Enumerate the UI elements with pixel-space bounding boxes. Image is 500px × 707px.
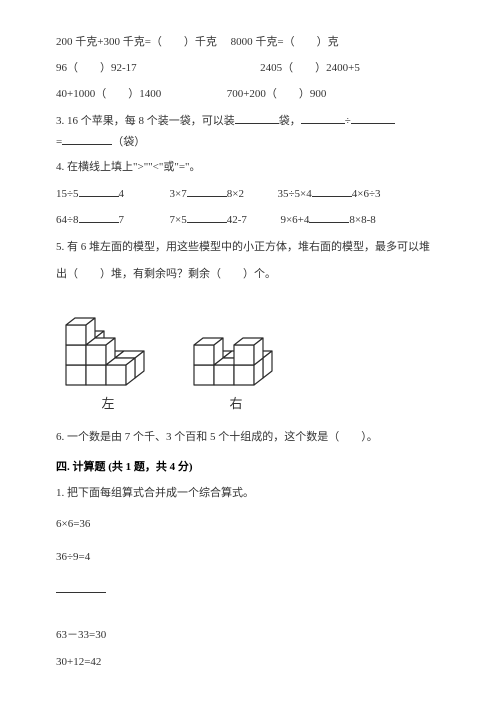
- q4-l2: 64÷8 7 7×5 42-7 9×6+4 8×8-8: [56, 210, 452, 231]
- q4-l2a-pre: 64÷8: [56, 214, 79, 226]
- blank: [187, 213, 227, 223]
- q4-l1b-pre: 3×7: [170, 188, 187, 200]
- q4-l1: 15÷5 4 3×7 8×2 35÷5×4 4×6÷3: [56, 184, 452, 205]
- q4-l1c-post: 4×6÷3: [352, 188, 381, 200]
- q3-mid3: （袋）: [112, 136, 145, 148]
- q2-l3b: 700+200（ ）900: [227, 88, 327, 100]
- q4-l2c-pre: 9×6+4: [280, 214, 309, 226]
- cubes-left-svg: [62, 299, 154, 389]
- q2-line1: 200 千克+300 千克=（ ）千克 8000 千克=（ ）克: [56, 32, 452, 53]
- cubes-left: 左: [62, 299, 154, 417]
- blank: [79, 187, 119, 197]
- q4-l1a-post: 4: [119, 188, 125, 200]
- blank: [79, 213, 119, 223]
- cubes-right-svg: [190, 325, 282, 389]
- q5-l2: 出（ ）堆，有剩余吗？剩余（ ）个。: [56, 264, 452, 285]
- cubes-right: 右: [190, 325, 282, 417]
- q4-l2a-post: 7: [119, 214, 125, 226]
- q2-l1a: 200 千克+300 千克=（ ）千克: [56, 36, 217, 48]
- s4-q1: 1. 把下面每组算式合并成一个综合算式。: [56, 483, 452, 504]
- q4-l1c-pre: 35÷5×4: [277, 188, 311, 200]
- q4: 4. 在横线上填上">""<"或"="。: [56, 157, 452, 178]
- blank: [235, 114, 279, 124]
- blank: [62, 135, 112, 145]
- q4-l2c-post: 8×8-8: [349, 214, 375, 226]
- calc-blank1: [56, 580, 452, 601]
- calc2: 36÷9=4: [56, 547, 452, 568]
- q4-l2b-pre: 7×5: [170, 214, 187, 226]
- q3-mid1: 袋，: [279, 115, 301, 127]
- q6: 6. 一个数是由 7 个千、3 个百和 5 个十组成的，这个数是（ ）。: [56, 427, 452, 448]
- blank: [187, 187, 227, 197]
- section4-title: 四. 计算题 (共 1 题，共 4 分): [56, 457, 452, 478]
- q3: 3. 16 个苹果，每 8 个装一袋，可以装袋，÷ =（袋）: [56, 111, 452, 153]
- q4-l2b-post: 42-7: [227, 214, 247, 226]
- calc3: 63－33=30: [56, 625, 452, 646]
- q4-l1b-post: 8×2: [227, 188, 244, 200]
- blank: [312, 187, 352, 197]
- q2-l2b: 2405（ ）2400+5: [260, 62, 360, 74]
- calc1: 6×6=36: [56, 514, 452, 535]
- calc4: 30+12=42: [56, 652, 452, 673]
- q2-line2: 96（ ）92-17 2405（ ）2400+5: [56, 58, 452, 79]
- blank: [56, 583, 106, 593]
- caption-right: 右: [190, 392, 282, 417]
- q2-line3: 40+1000（ ）1400 700+200（ ）900: [56, 84, 452, 105]
- blank: [309, 213, 349, 223]
- q3-pre: 3. 16 个苹果，每 8 个装一袋，可以装: [56, 115, 235, 127]
- cubes-row: 左 右: [62, 299, 452, 417]
- blank: [301, 114, 345, 124]
- blank: [351, 114, 395, 124]
- q2-l1b: 8000 千克=（ ）克: [231, 36, 339, 48]
- caption-left: 左: [62, 392, 154, 417]
- q2-l2a: 96（ ）92-17: [56, 62, 137, 74]
- q5-l1: 5. 有 6 堆左面的模型，用这些模型中的小正方体，堆右面的模型，最多可以堆: [56, 237, 452, 258]
- q4-l1a-pre: 15÷5: [56, 188, 79, 200]
- q2-l3a: 40+1000（ ）1400: [56, 88, 161, 100]
